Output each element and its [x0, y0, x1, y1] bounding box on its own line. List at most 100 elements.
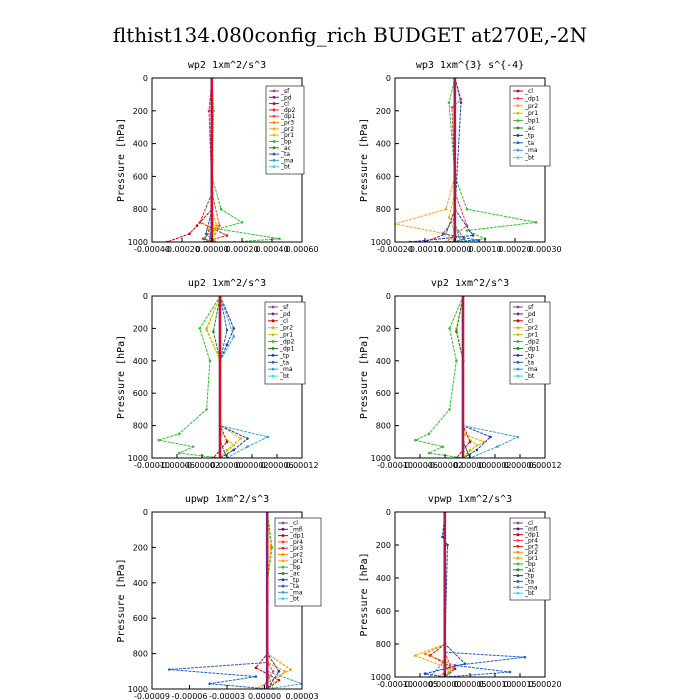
y-tick-label: 0 [386, 74, 391, 83]
legend-marker [516, 333, 520, 337]
legend-label: _dp1 [524, 532, 540, 539]
legend-marker [516, 521, 520, 525]
series-point [198, 327, 202, 330]
legend-label: _ma [524, 147, 538, 154]
series-point [448, 408, 451, 411]
legend-marker [272, 114, 276, 118]
legend-label: _pr2 [279, 325, 293, 332]
legend-label: _mfl [524, 526, 538, 533]
series-point [219, 207, 223, 211]
legend-marker [516, 347, 520, 350]
legend-marker [281, 590, 285, 594]
legend-label: _tp [289, 577, 299, 584]
legend-label: _pr1 [280, 132, 294, 139]
y-axis-label: Pressure [hPa] [116, 558, 127, 642]
series-point [446, 543, 449, 547]
series-point [427, 432, 431, 436]
series-point [448, 327, 451, 330]
series-point [232, 448, 236, 452]
y-tick-label: 800 [376, 205, 391, 214]
y-tick-label: 800 [133, 422, 148, 431]
legend-label: _pr1 [524, 110, 538, 117]
x-tick-label: 0.00015 [503, 680, 536, 689]
series-point [423, 672, 427, 675]
legend-label: _dp1 [524, 95, 540, 102]
legend-label: _ma [280, 157, 294, 164]
series-line [455, 296, 485, 458]
y-tick-label: 600 [376, 172, 391, 181]
series-line [219, 296, 270, 458]
legend-label: _sf [524, 304, 534, 311]
plot-area [168, 512, 302, 689]
legend-marker [516, 367, 520, 371]
series-point [450, 106, 454, 109]
y-tick-label: 600 [133, 614, 148, 623]
series-line [413, 296, 464, 458]
y-tick-label: 1000 [371, 238, 391, 247]
legend-marker [516, 360, 520, 364]
y-tick-label: 400 [133, 140, 148, 149]
series-point [157, 438, 161, 442]
legend-marker [271, 360, 275, 364]
series-point [212, 330, 215, 333]
series-point [448, 664, 452, 667]
legend-label: _ta [280, 151, 290, 158]
legend-marker [272, 121, 276, 124]
legend-label: _bt [279, 373, 290, 380]
y-tick-label: 200 [376, 541, 391, 550]
x-tick-label: 0.00010 [478, 680, 511, 689]
y-tick-label: 400 [376, 357, 391, 366]
legend-label: _ta [289, 583, 299, 590]
series-line [462, 296, 520, 458]
legend-label: _mfl [289, 526, 303, 533]
legend-marker [272, 95, 276, 99]
legend: _sf_pd_cl_pr2_pr1_dp2_dp1_tp_ta_ma_bt [509, 301, 551, 385]
chart-panel: up2 1xm^2/s^302004006008001000-0.00010-0… [116, 278, 319, 470]
y-axis-label: Pressure [hPa] [116, 335, 127, 419]
series-point [414, 438, 417, 442]
plot-area [165, 78, 281, 242]
legend-box [509, 301, 551, 385]
series-point [225, 234, 229, 237]
series-point [195, 224, 199, 227]
legend-marker [271, 305, 275, 309]
series-point [215, 224, 218, 227]
x-tick-label: 0.00000 [428, 680, 461, 689]
series-point [516, 435, 520, 439]
x-tick-label: 0.00020 [225, 245, 258, 254]
series-point [289, 668, 292, 671]
plot-area [157, 296, 270, 458]
legend-label: _pr1 [524, 555, 538, 562]
legend-marker [272, 102, 276, 106]
series-point [455, 359, 458, 363]
legend-marker [271, 347, 275, 350]
series-line [448, 78, 537, 242]
series-point [495, 445, 499, 448]
series-point [232, 327, 236, 330]
series-point [177, 451, 181, 455]
legend-marker [281, 565, 285, 569]
legend-marker [516, 97, 520, 100]
legend-label: _dp1 [524, 345, 540, 352]
series-point [232, 443, 236, 447]
legend-label: _pr2 [524, 325, 538, 332]
legend-label: _pr1 [289, 558, 303, 565]
legend-label: _ac [524, 125, 535, 132]
legend-marker [272, 133, 276, 137]
series-point [207, 109, 211, 113]
legend-box [509, 517, 551, 601]
x-tick-label: -0.00010 [377, 680, 413, 689]
y-tick-label: 200 [376, 324, 391, 333]
legend-marker [516, 533, 520, 537]
chart-panel: vpwp 1xm^2/s^3 0 200 400 600 800 1000-0.00010-… [359, 494, 562, 689]
series-point [204, 232, 208, 236]
legend-label: _ma [279, 366, 293, 373]
legend-label: _bt [524, 373, 535, 380]
series-point [477, 239, 481, 242]
legend-label: _ta [524, 140, 534, 147]
y-tick-label: 800 [133, 205, 148, 214]
x-tick-label: -0.00003 [209, 692, 245, 700]
series-point [475, 443, 479, 447]
chart-panels: wp2 1xm^2/s^302004006008001000-0.00040-0… [116, 60, 562, 700]
